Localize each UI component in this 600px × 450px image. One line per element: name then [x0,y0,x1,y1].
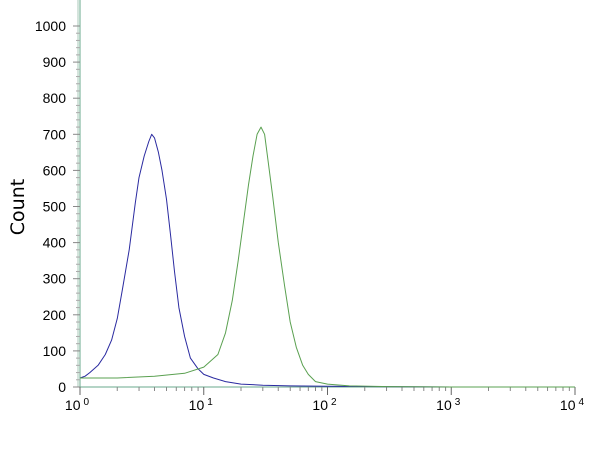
y-tick-label: 1000 [35,18,66,34]
y-tick-label: 200 [43,307,67,323]
y-tick-label: 0 [58,379,66,395]
x-tick-label: 10 0 [65,397,90,413]
x-tick-exponent: 4 [579,397,585,408]
y-axis: 0 100 200 300 400 500 600 700 800 900 1000 [35,0,81,395]
y-tick-label: 500 [43,199,67,215]
x-tick-base: 10 [436,397,452,413]
histogram-series-1 [79,133,575,388]
x-tick-label: 10 4 [560,397,585,413]
x-axis: 10 0 10 1 10 2 10 3 10 4 [65,386,585,413]
y-tick-label: 700 [43,126,67,142]
x-tick-exponent: 0 [84,397,90,408]
x-tick-base: 10 [65,397,81,413]
x-tick-label: 10 3 [436,397,461,413]
x-tick-exponent: 1 [207,397,213,408]
y-tick-label: 300 [43,271,67,287]
x-tick-exponent: 2 [331,397,337,408]
y-axis-title: Count [7,179,29,235]
y-tick-label: 900 [43,54,67,70]
series-layer [79,126,575,388]
x-tick-base: 10 [312,397,328,413]
histogram-series-2 [80,126,575,388]
y-tick-label: 400 [43,235,67,251]
y-tick-label: 800 [43,90,67,106]
x-tick-label: 10 2 [312,397,337,413]
y-tick-label: 600 [43,162,67,178]
x-tick-base: 10 [189,397,205,413]
x-tick-exponent: 3 [455,397,461,408]
y-tick-label: 100 [43,343,67,359]
x-tick-label: 10 1 [189,397,214,413]
x-tick-base: 10 [560,397,576,413]
